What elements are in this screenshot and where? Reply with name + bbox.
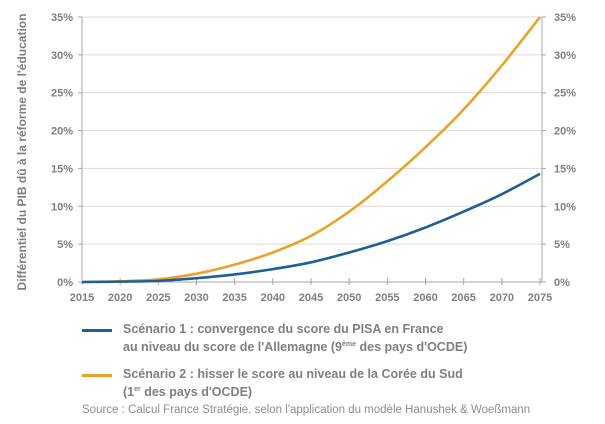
x-tick-label: 2055 <box>375 292 399 304</box>
x-tick-label: 2075 <box>528 292 552 304</box>
x-tick-label: 2035 <box>222 292 246 304</box>
series-lines <box>81 16 542 284</box>
y-ticks-right: 0% 5% 10% 15% 20% 25% 30% 35% <box>542 12 576 289</box>
y-tick-label-right: 5% <box>554 239 570 251</box>
y-tick-label-left: 25% <box>51 88 73 100</box>
x-tick-label: 2065 <box>451 292 475 304</box>
legend-swatch-scenario-1 <box>82 329 112 332</box>
series-line-scenario-1 <box>81 172 541 284</box>
y-tick-label-right: 0% <box>554 277 570 289</box>
y-tick-label-left: 30% <box>51 50 73 62</box>
x-tick-label: 2025 <box>146 292 170 304</box>
legend-swatch-scenario-2 <box>82 374 112 378</box>
x-tick-label: 2015 <box>70 292 94 304</box>
legend: Scénario 1 : convergence du score du PIS… <box>82 322 582 412</box>
x-tick-label: 2030 <box>184 292 208 304</box>
legend-item-scenario-2: Scénario 2 : hisser le score au niveau d… <box>82 367 582 400</box>
x-tick-label: 2020 <box>108 292 132 304</box>
line-chart: 2015 2020 2025 2030 2035 2040 2045 2050 2055 2060… <box>15 12 576 304</box>
source-note: Source : Calcul France Stratégie, selon … <box>82 404 531 416</box>
series-line-scenario-2 <box>81 16 542 284</box>
legend-label-scenario-1: Scénario 1 : convergence du score du PIS… <box>123 322 468 355</box>
y-ticks-left: 0% 5% 10% 15% 20% 25% 30% 35% <box>51 12 82 289</box>
y-tick-label-left: 15% <box>51 163 73 175</box>
x-tick-label: 2060 <box>413 292 437 304</box>
y-tick-label-right: 35% <box>554 12 576 24</box>
y-tick-label-left: 35% <box>51 12 73 24</box>
legend-label-scenario-2: Scénario 2 : hisser le score au niveau d… <box>123 367 463 400</box>
x-tick-label: 2050 <box>337 292 361 304</box>
x-tick-label: 2040 <box>261 292 285 304</box>
gridlines <box>82 16 542 245</box>
y-tick-label-left: 0% <box>57 277 73 289</box>
y-tick-label-right: 10% <box>554 201 576 213</box>
x-tick-label: 2070 <box>490 292 514 304</box>
y-tick-label-left: 20% <box>51 126 73 138</box>
y-tick-label-left: 10% <box>51 201 73 213</box>
y-axis-label: Différentiel du PIB dû à la réforme de l… <box>15 14 29 291</box>
y-tick-label-right: 25% <box>554 88 576 100</box>
y-tick-label-left: 5% <box>57 239 73 251</box>
x-ticks: 2015 2020 2025 2030 2035 2040 2045 2050 2055 2060… <box>70 278 552 304</box>
legend-item-scenario-1: Scénario 1 : convergence du score du PIS… <box>82 322 582 355</box>
y-tick-label-right: 15% <box>554 163 576 175</box>
x-tick-label: 2045 <box>299 292 323 304</box>
y-tick-label-right: 20% <box>554 126 576 138</box>
y-tick-label-right: 30% <box>554 50 576 62</box>
